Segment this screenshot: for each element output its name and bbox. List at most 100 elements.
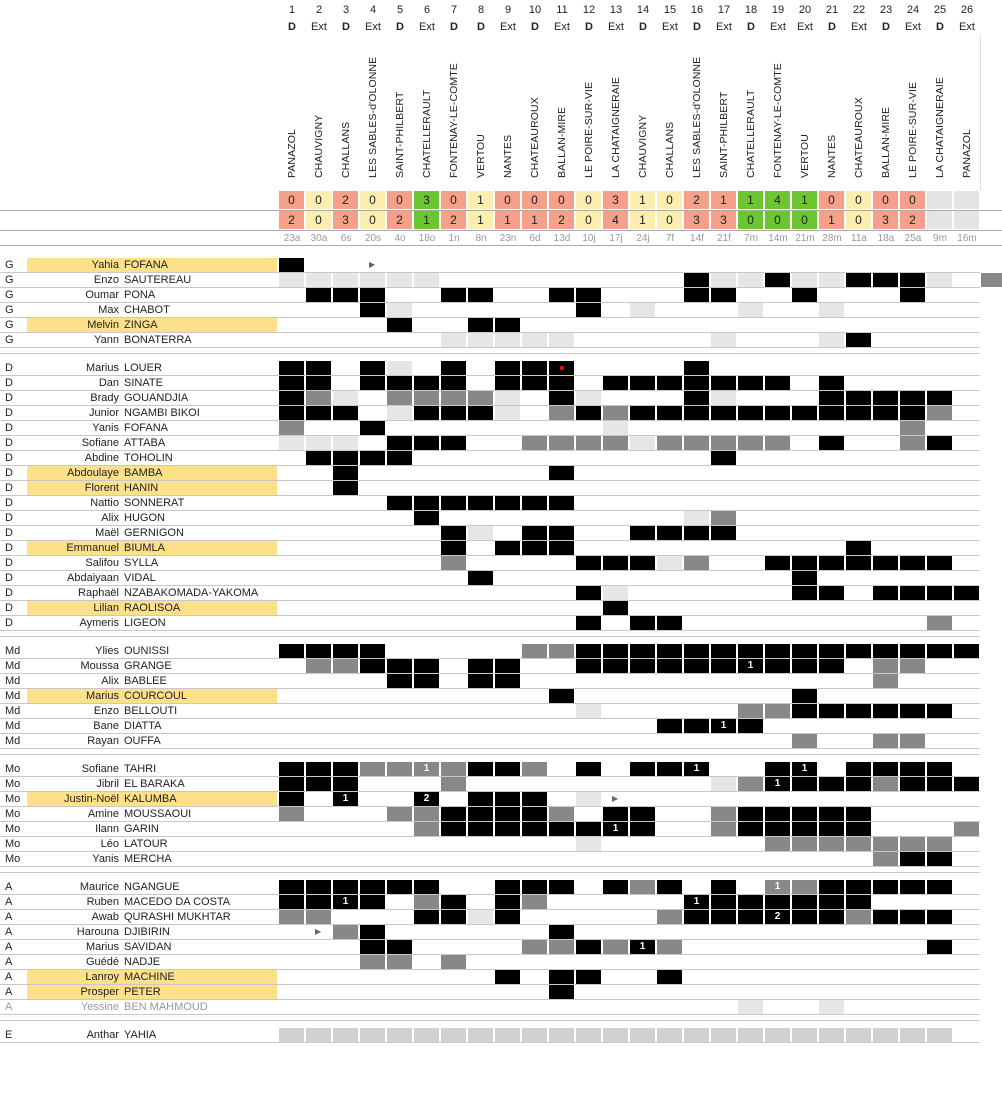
player-last-name: SINATE (124, 377, 163, 389)
player-first-name: Marius (85, 362, 119, 374)
match-cell (765, 644, 790, 658)
match-cell (333, 880, 358, 894)
row-divider (0, 791, 980, 792)
row-divider (0, 836, 980, 837)
match-cell (684, 406, 709, 420)
match-cell (900, 880, 925, 894)
match-number: 22 (852, 4, 866, 16)
match-cell (522, 762, 547, 776)
player-last-name: ZINGA (124, 319, 158, 331)
match-venue: LES SABLES-d'OLONNE (684, 44, 710, 186)
score-second: 3 (711, 211, 736, 229)
player-last-name: ATTABA (124, 437, 166, 449)
match-cell (603, 601, 628, 615)
match-number: 5 (396, 4, 404, 16)
match-cell (603, 586, 628, 600)
player-position: Mo (5, 823, 21, 835)
match-cell (846, 273, 871, 287)
match-cell (387, 659, 412, 673)
match-cell (846, 910, 871, 924)
player-position: E (5, 1029, 13, 1041)
player-row: Mo Amine MOUSSAOUI (0, 807, 980, 822)
match-cell (306, 659, 331, 673)
venue-label: SAINT-PHILBERT (718, 91, 730, 178)
player-position: D (5, 542, 13, 554)
match-cell (441, 406, 466, 420)
match-cell (495, 970, 520, 984)
player-position: Mo (5, 778, 21, 790)
player-name: Marius SAVIDAN (27, 940, 277, 954)
match-date: 28m (822, 233, 842, 244)
match-date: 9m (933, 233, 947, 244)
player-row: D Yanis FOFANA (0, 421, 980, 436)
score-first: 1 (630, 191, 655, 209)
player-last-name: BIUMLA (124, 542, 165, 554)
match-cell (360, 361, 385, 375)
match-cell (387, 436, 412, 450)
match-cell (360, 955, 385, 969)
score-second: 3 (333, 211, 358, 229)
player-last-name: SONNERAT (124, 497, 185, 509)
match-cell (576, 436, 601, 450)
match-type: Ext (905, 21, 921, 33)
score-second: 2 (387, 211, 412, 229)
match-cell (792, 689, 817, 703)
score-first: 0 (576, 191, 601, 209)
player-first-name: Emmanuel (66, 542, 119, 554)
match-cell (765, 406, 790, 420)
match-date: 18a (877, 233, 895, 244)
match-cell (414, 674, 439, 688)
match-cell (360, 925, 385, 939)
match-cell (684, 762, 709, 776)
match-cell (279, 436, 304, 450)
match-cell (792, 586, 817, 600)
row-divider (0, 465, 980, 466)
player-first-name: Enzo (93, 705, 119, 717)
match-cell (576, 792, 601, 806)
match-cell (873, 674, 898, 688)
match-cell (387, 1028, 412, 1042)
match-cell (657, 659, 682, 673)
match-cell (333, 1028, 358, 1042)
match-cell (873, 762, 898, 776)
match-cell (522, 436, 547, 450)
match-cell (414, 376, 439, 390)
match-type: Ext (662, 21, 678, 33)
player-first-name: Raphaël (78, 587, 119, 599)
player-last-name: FOFANA (124, 422, 169, 434)
match-cell (306, 361, 331, 375)
match-cell (522, 361, 547, 375)
row-divider (0, 894, 980, 895)
match-cell (873, 644, 898, 658)
match-date: 6d (529, 233, 541, 244)
player-row: D Florent HANIN (0, 481, 980, 496)
match-cell (873, 586, 898, 600)
match-cell (549, 406, 574, 420)
player-first-name: Ruben (86, 896, 119, 908)
substitute-icon: ▶ (369, 260, 376, 269)
match-cell (495, 674, 520, 688)
player-last-name: NGANGUE (124, 881, 180, 893)
player-name: Amine MOUSSAOUI (27, 807, 277, 821)
player-position: D (5, 512, 13, 524)
score-first: 0 (900, 191, 925, 209)
match-cell (819, 273, 844, 287)
match-cell (468, 333, 493, 347)
match-cell (495, 895, 520, 909)
player-position: Mo (5, 793, 21, 805)
match-cell (765, 762, 790, 776)
venue-label: CHAUVIGNY (637, 114, 649, 178)
match-cell (846, 895, 871, 909)
player-row: Md Ylies OUNISSI (0, 644, 980, 659)
match-cell (657, 406, 682, 420)
player-row: G Melvin ZINGA (0, 318, 980, 333)
match-cell (414, 880, 439, 894)
match-cell (522, 807, 547, 821)
match-cell (738, 910, 763, 924)
match-cell (792, 734, 817, 748)
player-last-name: LATOUR (124, 838, 168, 850)
match-cell (306, 762, 331, 776)
group-divider (0, 754, 980, 755)
match-type: Ext (716, 21, 732, 33)
match-cell (846, 807, 871, 821)
